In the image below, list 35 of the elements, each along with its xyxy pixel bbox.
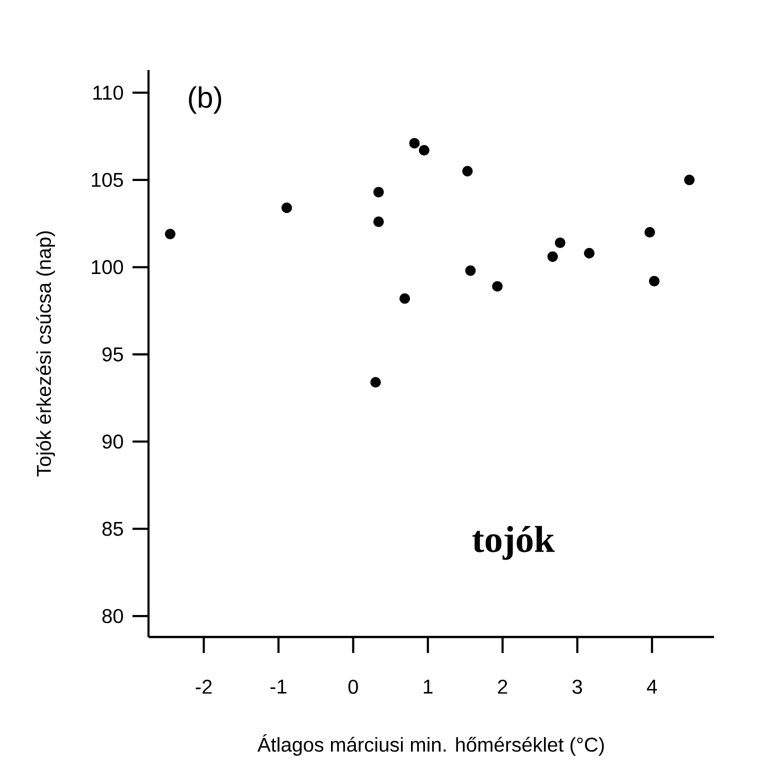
point [418, 144, 430, 156]
point [554, 237, 566, 248]
x-tick-label: 0 [348, 680, 358, 694]
x-tick-label: 3 [572, 680, 582, 694]
y-tick-label: 100 [92, 260, 123, 274]
point [370, 377, 381, 388]
y-axis-title: Tojók érkezési csúcsa (nap) [36, 231, 55, 476]
point [164, 228, 176, 240]
y-tick-label: 85 [102, 522, 123, 536]
point [684, 174, 695, 186]
point [281, 202, 292, 214]
annotation: tojók [472, 526, 555, 560]
point [492, 281, 503, 292]
y-tick-label: 80 [102, 608, 123, 624]
x-tick-label: -1 [270, 680, 286, 694]
point [644, 226, 656, 238]
x-tick-label: 1 [424, 680, 432, 694]
point [648, 276, 660, 286]
y-tick-label: 90 [102, 434, 123, 449]
x-tick-label: 4 [646, 680, 657, 694]
y-tick-label: 95 [102, 347, 123, 362]
annotation: (b) [188, 86, 222, 114]
y-tick-label: 110 [93, 86, 123, 100]
point [399, 293, 410, 304]
point [409, 138, 420, 149]
point [584, 248, 595, 258]
x-tick-label: -2 [196, 680, 212, 694]
point [462, 166, 473, 176]
y-tick-label: 105 [92, 172, 123, 187]
point [547, 251, 558, 262]
point [373, 216, 384, 228]
point [373, 186, 384, 198]
x-axis-title: Átlagos márciusi min. hőmérséklet (°C) [257, 734, 604, 756]
x-tick-label: 2 [498, 680, 508, 694]
point [465, 265, 476, 276]
